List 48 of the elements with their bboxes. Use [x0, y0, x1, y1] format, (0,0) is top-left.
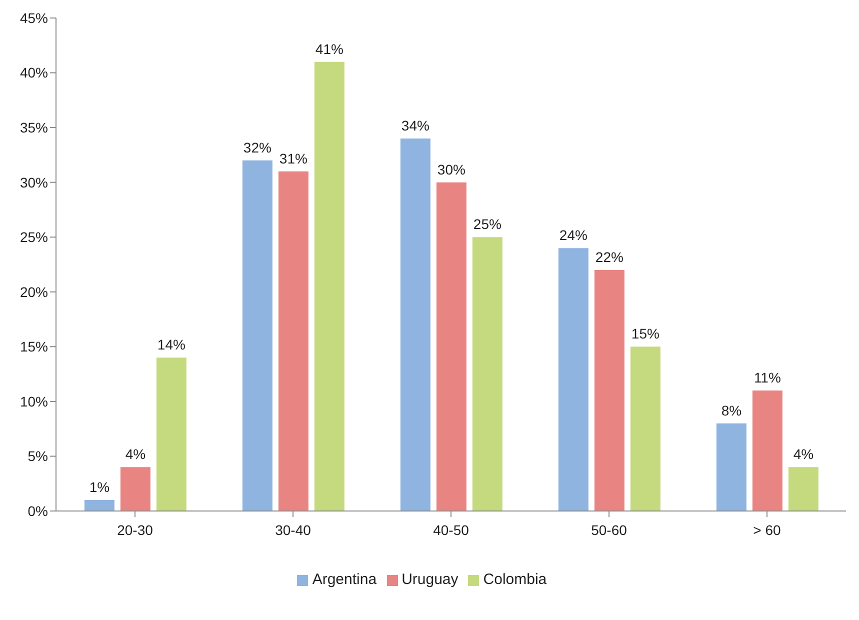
data-label: 1%: [89, 479, 110, 496]
legend-label: Uruguay: [402, 571, 458, 588]
bar: [278, 171, 308, 511]
data-label: 41%: [315, 40, 344, 57]
x-tick-label: 30-40: [275, 522, 312, 538]
data-label: 4%: [793, 446, 814, 462]
bar: [120, 467, 150, 511]
legend-label: Colombia: [483, 571, 547, 588]
y-tick-label: 40%: [20, 64, 48, 81]
bar: [630, 346, 660, 511]
data-label: 11%: [754, 369, 781, 386]
bar: [314, 62, 344, 511]
bar: [242, 160, 272, 511]
y-tick-label: 0%: [28, 502, 48, 519]
bar: [472, 237, 502, 511]
bar: [752, 390, 782, 511]
bar: [436, 182, 466, 511]
bar: [156, 358, 186, 511]
y-tick-label: 5%: [28, 448, 48, 464]
data-label: 25%: [473, 216, 502, 232]
bar: [400, 138, 430, 511]
legend-label: Argentina: [312, 571, 377, 588]
data-label: 34%: [401, 118, 430, 134]
x-tick-label: 50-60: [591, 522, 628, 538]
y-tick-label: 35%: [20, 120, 48, 136]
data-label: 8%: [721, 402, 742, 418]
y-tick-label: 20%: [20, 284, 48, 300]
data-label: 4%: [125, 446, 146, 462]
x-tick-label: > 60: [753, 522, 782, 538]
data-label: 22%: [595, 248, 624, 265]
data-label: 15%: [631, 326, 660, 342]
bar: [558, 248, 588, 511]
y-tick-label: 15%: [20, 338, 48, 355]
data-label: 24%: [559, 227, 588, 244]
bar: [594, 270, 624, 511]
data-label: 14%: [157, 336, 186, 353]
y-tick-label: 45%: [20, 10, 48, 26]
data-label: 30%: [437, 161, 466, 178]
data-label: 31%: [279, 150, 308, 166]
bar: [788, 467, 818, 511]
y-tick-label: 25%: [20, 229, 48, 246]
bar: [716, 423, 746, 511]
y-tick-label: 10%: [20, 393, 48, 410]
x-tick-label: 40-50: [433, 522, 470, 538]
data-label: 32%: [243, 139, 272, 156]
bar: [84, 500, 114, 511]
x-tick-label: 20-30: [117, 522, 154, 538]
y-tick-label: 30%: [20, 174, 48, 190]
